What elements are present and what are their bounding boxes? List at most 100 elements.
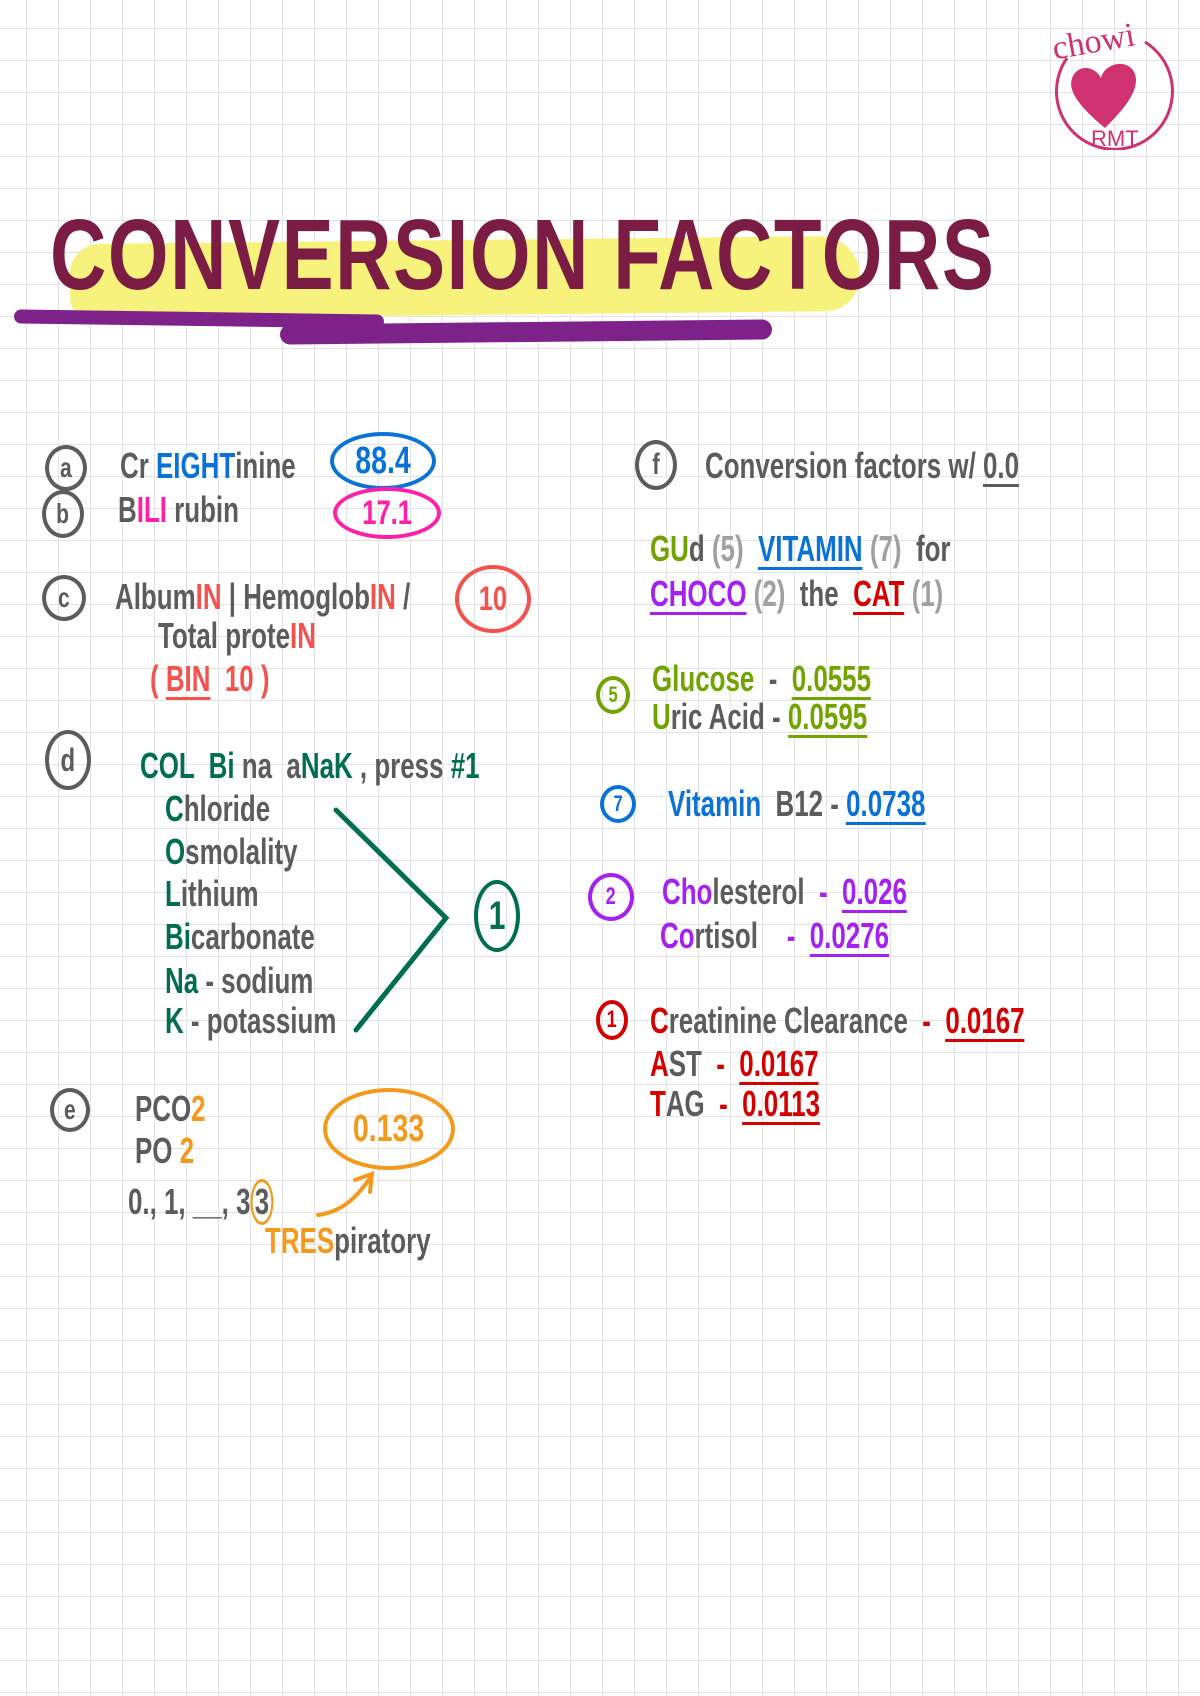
circled-label-n7: 7 — [600, 785, 636, 823]
note-line-f1: GUd (5) VITAMIN (7) for — [650, 529, 950, 570]
circled-label-f: f — [635, 440, 677, 490]
chowi-rmt-logo: chowi RMT — [1045, 16, 1177, 151]
text-segment: #1 — [450, 745, 480, 786]
note-line-d6: K - potassium — [165, 1001, 336, 1041]
text-segment: - — [704, 1083, 743, 1124]
text-segment: Bi — [165, 916, 191, 957]
circled-label-text: 1 — [606, 1006, 618, 1033]
text-segment: Vitamin — [668, 783, 762, 824]
text-segment: NaK — [300, 745, 353, 786]
text-segment: (7) — [862, 528, 916, 569]
circled-label-text: f — [652, 448, 660, 481]
text-segment: 3 — [250, 1179, 274, 1225]
text-segment: Total prote — [158, 615, 290, 656]
text-segment: reatinine Clearance — [668, 1000, 908, 1041]
note-line-e1: PCO2 — [135, 1089, 206, 1129]
note-line-g2: Uric Acid - 0.0595 — [652, 696, 868, 738]
text-segment: COL Bi — [140, 745, 242, 786]
text-segment: na — [241, 745, 287, 786]
text-segment: 0.0555 — [791, 658, 872, 700]
text-segment: - — [701, 1043, 740, 1084]
circled-label-text: b — [56, 498, 70, 529]
text-segment: - — [907, 1000, 946, 1041]
note-line-d4: Bicarbonate — [165, 917, 315, 957]
circled-label-text: 1 — [488, 893, 506, 938]
text-segment: 0., 1, __, 3 — [128, 1181, 251, 1222]
circled-label-n5: 5 — [596, 676, 630, 714]
text-segment: O — [165, 831, 186, 872]
circled-label-v17: 17.1 — [333, 487, 441, 539]
text-segment: d — [688, 528, 712, 569]
text-segment: / — [395, 576, 411, 617]
note-line-h2: Cortisol - 0.0276 — [660, 915, 890, 957]
text-segment: - — [804, 871, 843, 912]
circled-label-v10: 10 — [455, 565, 531, 633]
text-segment: - sodium — [198, 960, 314, 1001]
text-segment: rtisol — [694, 915, 758, 956]
note-line-c1: AlbumIN | HemoglobIN / — [115, 577, 410, 617]
note-line-d5: Na - sodium — [165, 961, 313, 1001]
circled-label-text: 7 — [613, 791, 623, 816]
text-segment: ( — [150, 658, 166, 699]
note-line-b1: BILI rubin — [118, 490, 239, 530]
text-segment: IN — [289, 615, 316, 656]
text-segment: lesterol — [712, 871, 805, 912]
text-segment: hloride — [183, 788, 271, 829]
text-segment: inine — [235, 445, 296, 486]
text-segment: Glucose — [652, 658, 755, 699]
text-segment: PCO — [135, 1088, 192, 1129]
text-segment: Conversion factors w/ — [705, 445, 983, 486]
text-segment: 10 ) — [210, 658, 270, 699]
text-segment: PO — [135, 1130, 180, 1171]
text-segment: VITAMIN — [758, 528, 863, 570]
note-line-r3: TAG - 0.0113 — [650, 1083, 821, 1125]
text-segment: ithium — [180, 873, 259, 914]
text-segment: carbonate — [190, 916, 315, 957]
text-segment: TRES — [265, 1220, 335, 1261]
text-segment: 0.0738 — [846, 783, 926, 825]
circled-label-text: d — [60, 741, 76, 778]
heart-icon: chowi RMT — [1049, 16, 1174, 151]
text-segment: ric Acid — [670, 696, 765, 737]
bracket-line — [333, 807, 450, 1033]
note-line-r1: Creatinine Clearance - 0.0167 — [650, 1001, 1025, 1042]
text-segment: for — [915, 528, 951, 569]
circled-label-text: 0.133 — [353, 1107, 425, 1150]
note-line-g1: Glucose - 0.0555 — [652, 658, 872, 700]
text-segment: AG — [665, 1083, 705, 1124]
note-line-c3: ( BIN 10 ) — [150, 659, 270, 700]
text-segment: piratory — [334, 1220, 431, 1261]
text-segment: a — [286, 745, 301, 786]
text-segment: 0.026 — [842, 871, 907, 913]
circled-label-text: 88.4 — [355, 439, 411, 482]
text-segment: CHOCO — [650, 573, 747, 615]
note-line-e2: PO 2 — [135, 1131, 194, 1171]
circled-label-v88: 88.4 — [330, 432, 436, 490]
text-segment: Na — [165, 960, 199, 1001]
arrow-icon — [316, 1171, 375, 1217]
text-segment: Album — [115, 576, 196, 617]
text-segment: EIGHT — [156, 445, 236, 486]
text-segment: rubin — [166, 489, 239, 530]
note-line-c2: Total proteIN — [158, 616, 316, 656]
text-segment: 2 — [191, 1088, 206, 1129]
note-line-d2: Osmolality — [165, 832, 298, 872]
note-line-d1: Chloride — [165, 789, 270, 829]
text-segment: IN — [369, 576, 396, 617]
note-line-d3: Lithium — [165, 874, 259, 914]
circled-label-n1: 1 — [596, 1000, 628, 1040]
circled-label-text: e — [64, 1094, 76, 1125]
note-line-a1: Cr EIGHTinine — [120, 446, 296, 486]
text-segment: 0.0167 — [739, 1043, 819, 1085]
note-line-e4: TRESpiratory — [265, 1221, 431, 1261]
circled-label-one: 1 — [474, 880, 520, 952]
text-segment: Co — [660, 915, 695, 956]
circled-label-e: e — [50, 1088, 90, 1132]
text-segment: T — [650, 1083, 666, 1124]
circled-label-text: c — [58, 582, 70, 613]
text-segment: ILI — [136, 489, 167, 530]
note-line-f0: Conversion factors w/ 0.0 — [705, 445, 1020, 487]
title-block: CONVERSION FACTORS — [50, 200, 1200, 320]
